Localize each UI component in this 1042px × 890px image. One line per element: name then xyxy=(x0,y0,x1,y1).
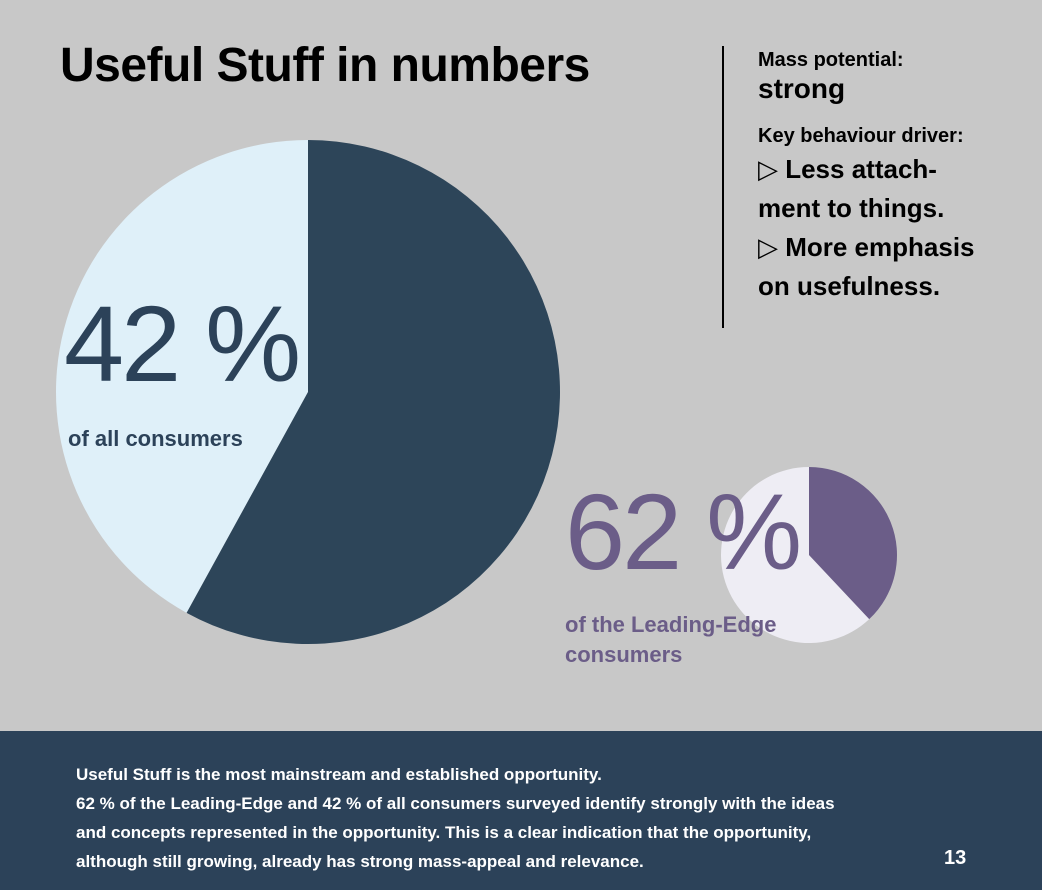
pie-charts xyxy=(55,140,897,644)
leading-edge-percent: 62 % xyxy=(565,471,802,592)
vertical-divider xyxy=(722,46,724,328)
footer-text: Useful Stuff is the most mainstream and … xyxy=(76,760,916,876)
page-number: 13 xyxy=(944,847,967,869)
pie-chart-1 xyxy=(55,140,560,644)
footer-line: 62 % of the Leading-Edge and 42 % of all… xyxy=(76,794,835,813)
page-title: Useful Stuff in numbers xyxy=(60,39,590,92)
footer-line: Useful Stuff is the most mainstream and … xyxy=(76,765,602,784)
leading-edge-label: of the Leading-Edge consumers xyxy=(565,612,777,667)
footer-line: although still growing, already has stro… xyxy=(76,852,644,871)
mass-potential-value: strong xyxy=(758,73,846,104)
key-driver-line: on usefulness. xyxy=(758,271,941,301)
mass-potential-label: Mass potential: xyxy=(758,49,904,71)
pie-slice-2-1 xyxy=(721,467,870,643)
pie-slice-1-2 xyxy=(186,140,560,644)
key-driver-list: ▷ Less attach- ment to things. ▷ More em… xyxy=(758,150,1038,306)
footer-banner: Useful Stuff is the most mainstream and … xyxy=(0,731,1042,890)
pie-slice-2-2 xyxy=(809,467,897,620)
footer-line: and concepts represented in the opportun… xyxy=(76,823,812,842)
key-driver-label: Key behaviour driver: xyxy=(758,125,964,147)
key-driver-line: ▷ Less attach- xyxy=(758,154,937,184)
key-driver-line: ▷ More emphasis xyxy=(758,232,975,262)
all-consumers-percent: 42 % xyxy=(64,283,301,404)
key-driver-line: ment to things. xyxy=(758,193,945,223)
pie-slice-1-1 xyxy=(55,140,308,613)
pie-chart-2 xyxy=(721,467,897,643)
sidebar-info: Mass potential: strong Key behaviour dri… xyxy=(758,48,1038,306)
all-consumers-label: of all consumers xyxy=(68,426,243,451)
